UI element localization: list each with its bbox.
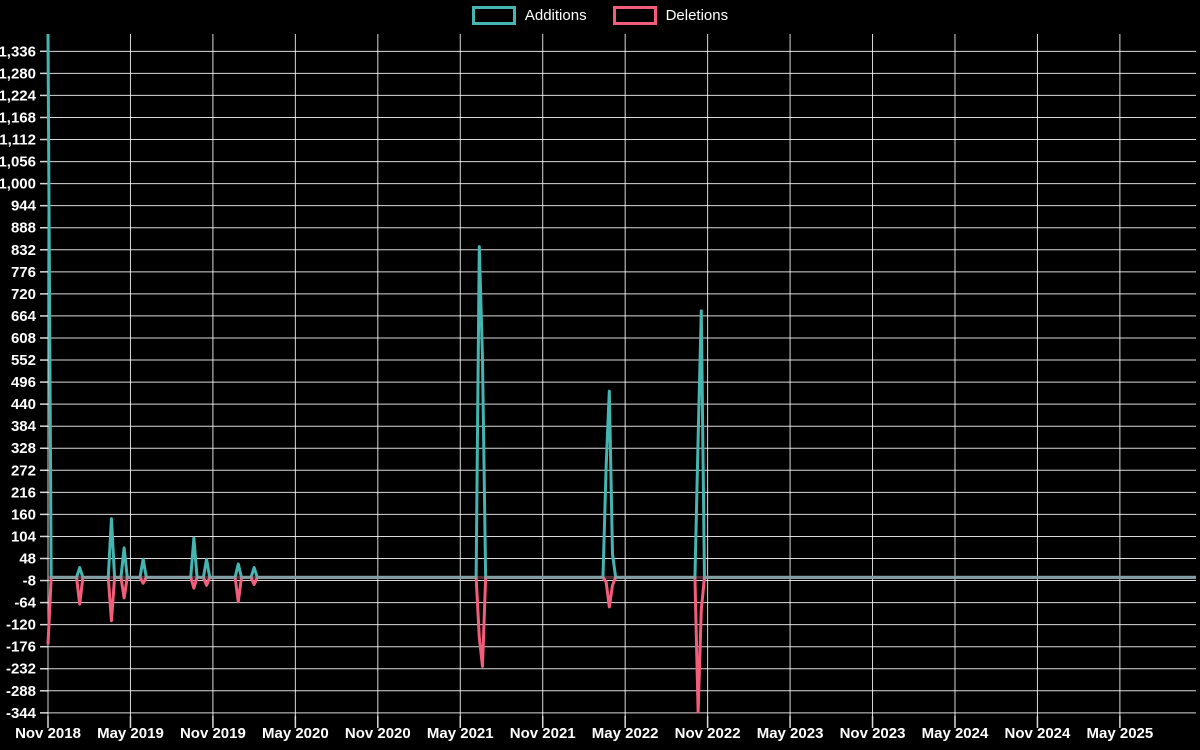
- y-tick-label: -232: [6, 661, 36, 678]
- x-tick-label: Nov 2020: [345, 725, 411, 742]
- x-tick-label: Nov 2021: [510, 725, 576, 742]
- x-tick-label: May 2025: [1087, 725, 1154, 742]
- y-tick-label: -344: [6, 705, 37, 722]
- y-tick-label: -288: [6, 683, 36, 700]
- y-tick-label: 1,000: [0, 176, 36, 193]
- y-tick-label: 944: [11, 198, 37, 215]
- y-tick-label: -176: [6, 639, 36, 656]
- y-tick-label: 48: [19, 550, 36, 567]
- y-tick-label: 608: [11, 330, 36, 347]
- x-tick-label: Nov 2023: [840, 725, 906, 742]
- additions-swatch-icon: [471, 6, 516, 25]
- x-tick-label: Nov 2024: [1004, 725, 1071, 742]
- y-tick-label: 440: [11, 396, 36, 413]
- legend-deletions-label: Deletions: [665, 7, 729, 24]
- y-tick-label: 552: [11, 352, 36, 369]
- x-tick-label: May 2021: [427, 725, 494, 742]
- x-tick-label: Nov 2019: [180, 725, 246, 742]
- y-tick-label: 720: [11, 286, 36, 303]
- y-tick-label: 1,112: [0, 132, 36, 149]
- y-tick-label: 1,224: [0, 87, 37, 104]
- legend-additions-label: Additions: [524, 7, 587, 24]
- x-tick-label: May 2023: [757, 725, 824, 742]
- x-tick-label: May 2020: [262, 725, 329, 742]
- y-tick-label: 888: [11, 220, 36, 237]
- y-tick-label: 216: [11, 484, 36, 501]
- y-tick-label: 1,168: [0, 109, 36, 126]
- x-tick-label: May 2022: [592, 725, 659, 742]
- y-tick-label: -64: [14, 595, 36, 612]
- y-tick-label: 160: [11, 506, 36, 523]
- y-tick-label: 104: [11, 528, 37, 545]
- y-tick-label: -120: [6, 617, 36, 634]
- y-tick-label: 1,280: [0, 65, 36, 82]
- legend-item-deletions[interactable]: Deletions: [612, 6, 729, 25]
- y-tick-label: 1,336: [0, 43, 36, 60]
- y-tick-label: 384: [11, 418, 37, 435]
- additions-line: [46, 33, 1196, 579]
- y-tick-label: 1,056: [0, 154, 36, 171]
- x-tick-label: May 2019: [97, 725, 164, 742]
- y-tick-label: 832: [11, 242, 36, 259]
- y-tick-label: 776: [11, 264, 36, 281]
- y-tick-label: 664: [11, 308, 37, 325]
- deletions-line: [46, 575, 1196, 714]
- y-tick-label: 272: [11, 462, 36, 479]
- x-tick-label: Nov 2022: [675, 725, 741, 742]
- chart-legend: Additions Deletions: [0, 6, 1200, 25]
- legend-item-additions[interactable]: Additions: [471, 6, 587, 25]
- x-tick-label: Nov 2018: [15, 725, 81, 742]
- y-tick-label: 328: [11, 440, 36, 457]
- y-tick-label: -8: [23, 573, 36, 590]
- y-tick-label: 496: [11, 374, 36, 391]
- deletions-swatch-icon: [612, 6, 657, 25]
- x-tick-label: May 2024: [922, 725, 989, 742]
